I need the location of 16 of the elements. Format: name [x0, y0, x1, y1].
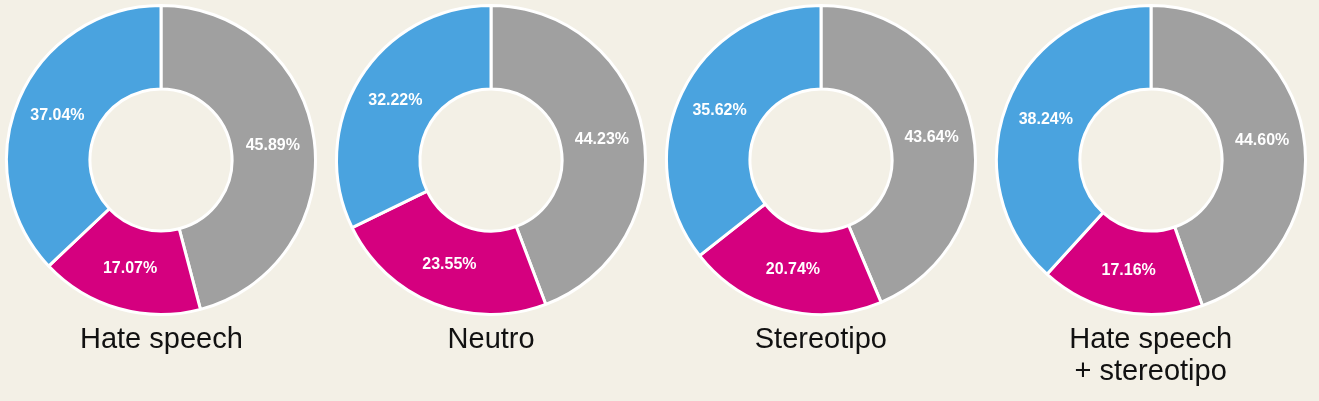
- data-label: 35.62%: [692, 101, 747, 119]
- data-label: 37.04%: [30, 105, 85, 123]
- data-label: 44.23%: [574, 130, 630, 148]
- data-label: 44.60%: [1234, 131, 1289, 149]
- data-label: 23.55%: [422, 255, 477, 273]
- data-label: 38.24%: [1018, 109, 1073, 127]
- data-label: 17.07%: [103, 258, 158, 276]
- data-label: 20.74%: [765, 259, 820, 277]
- data-label: 17.16%: [1101, 260, 1156, 278]
- text: Hate speech: [79, 322, 243, 354]
- text: Neutro: [447, 322, 535, 354]
- text: Stereotipo: [754, 322, 887, 354]
- text: Hate speech + stereotipo: [1069, 322, 1233, 386]
- data-label: 45.89%: [246, 135, 301, 153]
- data-label: 43.64%: [904, 128, 959, 146]
- data-label: 32.22%: [368, 90, 423, 108]
